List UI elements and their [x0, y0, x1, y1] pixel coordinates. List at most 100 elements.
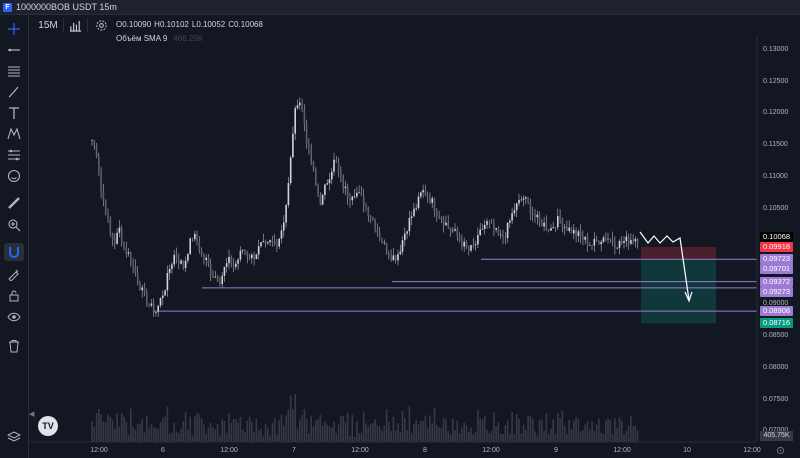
- time-axis-label: 12:00: [613, 447, 631, 454]
- volume-bar: [308, 433, 310, 442]
- candle-body: [358, 192, 360, 193]
- volume-bar: [447, 431, 449, 442]
- volume-bar: [559, 417, 561, 442]
- volume-bar: [168, 433, 171, 442]
- candle-body: [175, 254, 178, 259]
- candle-body: [458, 236, 461, 241]
- volume-bar: [593, 430, 596, 442]
- candle-body: [152, 303, 155, 314]
- time-axis-label: 12:00: [482, 447, 500, 454]
- candle-body: [404, 233, 406, 241]
- prediction-tool-icon[interactable]: [4, 146, 24, 164]
- open-value: 0.10090: [122, 20, 152, 29]
- volume-bar: [422, 421, 424, 442]
- candle-body: [289, 157, 292, 184]
- candle-body: [91, 140, 93, 141]
- volume-bar: [522, 424, 525, 442]
- candle-body: [333, 159, 335, 172]
- candle-body: [337, 162, 340, 173]
- magnet-icon[interactable]: [4, 243, 24, 261]
- candle-body: [225, 263, 228, 267]
- volume-bar: [445, 418, 447, 442]
- candle-body: [470, 245, 472, 251]
- high-label: H: [154, 20, 160, 29]
- volume-bar: [118, 426, 121, 442]
- bar-chart-icon[interactable]: [67, 17, 83, 33]
- layers-icon[interactable]: [4, 428, 24, 446]
- ruler-icon[interactable]: [4, 194, 24, 212]
- gear-icon[interactable]: [93, 17, 109, 33]
- zoom-in-icon[interactable]: [4, 216, 24, 234]
- volume-bar: [353, 436, 356, 442]
- candle-body: [292, 133, 294, 158]
- stop-loss-zone: [641, 246, 716, 260]
- candle-body: [319, 194, 322, 205]
- volume-bar: [264, 423, 267, 442]
- volume-bar: [303, 409, 306, 442]
- volume-bar: [470, 427, 472, 442]
- candle-body: [557, 216, 559, 228]
- candle-body: [563, 227, 566, 228]
- tradingview-logo-icon[interactable]: TV: [38, 416, 58, 436]
- candle-body: [397, 254, 399, 261]
- volume-bar: [518, 419, 520, 442]
- volume-bar: [100, 414, 102, 442]
- candle-body: [141, 287, 143, 291]
- volume-bar: [543, 430, 545, 442]
- candle-body: [95, 145, 98, 157]
- candle-body: [511, 213, 513, 221]
- price-axis-label: 0.11000: [763, 173, 788, 181]
- candle-body: [273, 241, 276, 244]
- candle-body: [417, 196, 420, 208]
- volume-bar: [182, 421, 185, 442]
- candle-body: [130, 252, 132, 264]
- trend-line-icon[interactable]: [4, 41, 24, 59]
- trash-icon[interactable]: [4, 337, 24, 355]
- volume-bar: [463, 422, 465, 442]
- volume-bar: [301, 415, 303, 442]
- fib-lines-icon[interactable]: [4, 62, 24, 80]
- candle-body: [127, 252, 130, 254]
- pattern-icon[interactable]: [4, 125, 24, 143]
- crosshair-icon[interactable]: [4, 20, 24, 38]
- volume-bar: [431, 423, 433, 442]
- price-tag: 0.09918: [760, 242, 793, 253]
- volume-bar: [178, 433, 180, 442]
- text-tool-icon[interactable]: [4, 104, 24, 122]
- volume-bar: [319, 415, 322, 442]
- candle-body: [559, 216, 561, 220]
- volume-bar: [269, 435, 271, 442]
- candle-body: [456, 229, 459, 237]
- close-label: C: [228, 20, 235, 29]
- candle-body: [278, 238, 280, 247]
- volume-bar: [159, 422, 162, 442]
- time-axis-label: 12:00: [220, 447, 238, 454]
- chevron-left-icon[interactable]: ◀: [29, 411, 35, 418]
- eye-icon[interactable]: [4, 308, 24, 326]
- lock-drawing-icon[interactable]: [4, 265, 24, 283]
- lock-icon[interactable]: [4, 287, 24, 305]
- candle-body: [216, 276, 219, 282]
- candle-body: [198, 241, 201, 251]
- candle-body: [394, 255, 397, 261]
- volume-bar: [534, 431, 536, 442]
- axis-settings-icon[interactable]: [776, 446, 785, 455]
- volume-bar: [280, 414, 283, 442]
- volume-bar: [468, 432, 470, 442]
- volume-bar: [148, 427, 150, 442]
- candle-body: [390, 256, 392, 261]
- volume-bar: [102, 421, 105, 442]
- volume-bar: [267, 427, 269, 442]
- candle-body: [463, 241, 465, 247]
- candle-body: [143, 287, 146, 293]
- volume-legend[interactable]: Объём SMA 9 466.25K: [116, 34, 203, 43]
- volume-bar: [93, 427, 96, 442]
- candle-body: [454, 229, 456, 231]
- candle-body: [315, 169, 317, 185]
- volume-bar: [134, 429, 137, 442]
- interval-button[interactable]: 15M: [38, 19, 58, 31]
- emoji-icon[interactable]: [4, 167, 24, 185]
- volume-bar: [616, 427, 618, 442]
- brush-icon[interactable]: [4, 83, 24, 101]
